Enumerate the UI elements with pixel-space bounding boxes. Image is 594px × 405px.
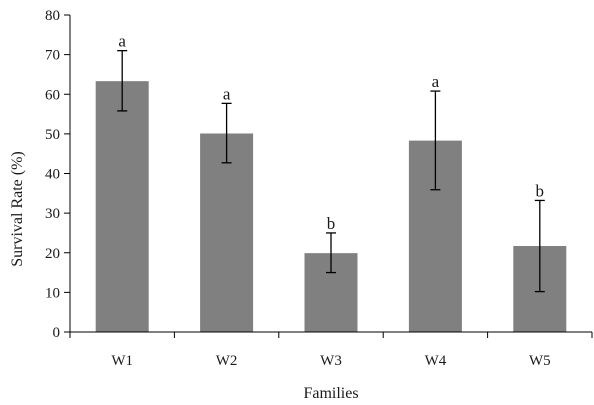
x-tick-label: W5 (529, 353, 551, 369)
x-tick-label: W4 (425, 353, 447, 369)
y-axis: 0 10 20 30 40 50 60 70 80 (45, 8, 71, 341)
y-tick-label: 40 (45, 167, 60, 183)
bars (95, 81, 567, 332)
x-axis: W1 W2 W3 W4 W5 (69, 331, 593, 369)
significance-letter: a (118, 32, 126, 51)
x-tick-label: W3 (320, 353, 342, 369)
error-bars (117, 50, 545, 293)
y-tick-label: 30 (45, 206, 60, 222)
y-axis-title: Survival Rate (%) (9, 151, 26, 267)
bar (95, 81, 149, 332)
y-tick-label: 70 (45, 48, 60, 64)
y-tick-label: 60 (45, 87, 60, 103)
x-tick-label: W1 (111, 353, 133, 369)
significance-letter: b (536, 181, 545, 200)
significance-letter: a (223, 84, 231, 103)
y-tick-label: 10 (45, 285, 60, 301)
significance-labels: a a b a b (118, 32, 544, 233)
significance-letter: b (327, 214, 336, 233)
y-tick-label: 50 (45, 127, 60, 143)
bar (200, 133, 254, 332)
y-tick-label: 80 (45, 8, 60, 24)
x-axis-title: Families (303, 385, 358, 402)
significance-letter: a (432, 72, 440, 91)
x-tick-label: W2 (216, 353, 238, 369)
y-tick-label: 20 (45, 246, 60, 262)
y-tick-label: 0 (53, 325, 61, 341)
